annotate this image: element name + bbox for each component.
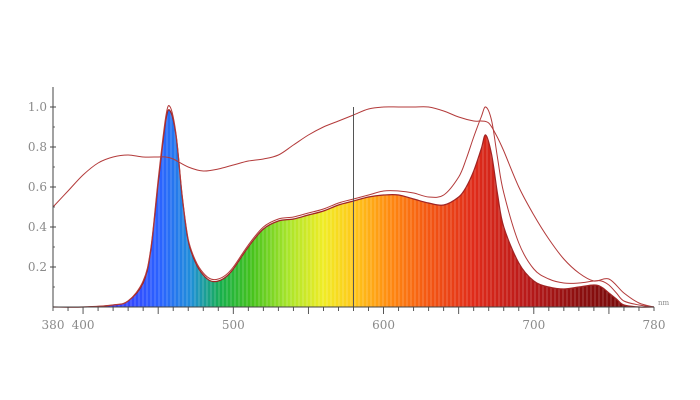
x-tick-label: 500	[222, 318, 245, 332]
y-tick-label: 0.4	[28, 220, 47, 234]
x-tick-label: 780	[643, 318, 666, 332]
y-tick-label: 0.2	[28, 260, 47, 274]
x-axis-unit-label: nm	[658, 299, 670, 307]
y-tick-label: 1.0	[28, 100, 47, 114]
x-tick-label: 380	[42, 318, 65, 332]
series-1-line	[52, 105, 655, 308]
spectrum-lines	[52, 105, 655, 308]
series-0-edge	[52, 109, 655, 308]
y-tick-label: 0.8	[28, 140, 47, 154]
x-axis-ticks: 380 400 500 600 700 780	[42, 307, 666, 332]
y-axis-ticks: 0.2 0.4 0.6 0.8 1.0	[28, 100, 56, 288]
y-tick-label: 0.6	[28, 180, 47, 194]
x-tick-label: 700	[522, 318, 545, 332]
series-2-line	[52, 106, 655, 308]
x-tick-label: 400	[72, 318, 95, 332]
x-tick-label: 600	[372, 318, 395, 332]
